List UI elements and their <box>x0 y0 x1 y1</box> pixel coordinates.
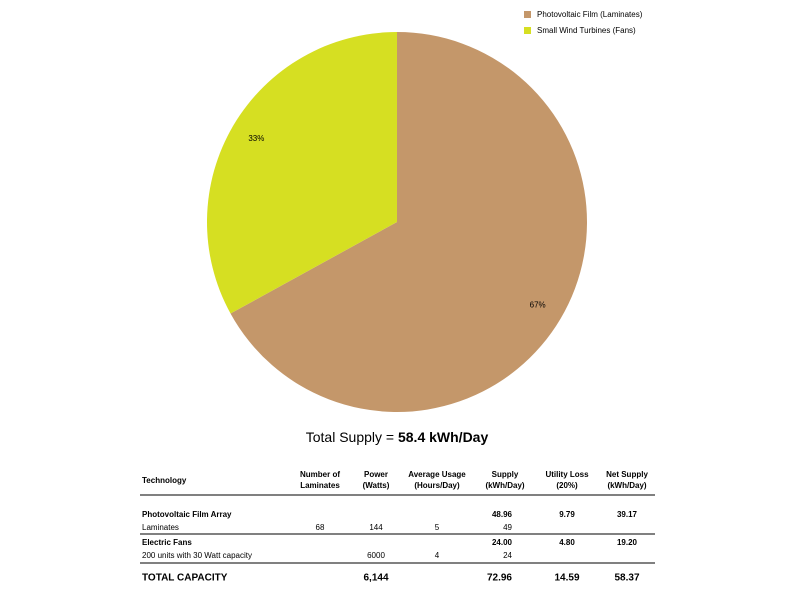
table-cell: 9.79 <box>559 510 575 519</box>
column-header: Laminates <box>300 481 340 490</box>
total-cell: 58.37 <box>614 573 639 584</box>
table-cell: 19.20 <box>617 538 638 547</box>
table-cell: 6000 <box>367 551 385 560</box>
table-cell: 144 <box>369 523 383 532</box>
column-header: Power <box>364 470 388 479</box>
table-cell: Photovoltaic Film Array <box>142 510 232 519</box>
total-cell: 6,144 <box>363 573 388 584</box>
legend-label: Small Wind Turbines (Fans) <box>537 26 636 35</box>
slice-label: 33% <box>248 134 264 143</box>
column-header: Utility Loss <box>545 470 589 479</box>
pie-slice <box>230 32 588 412</box>
legend-swatch <box>524 11 531 18</box>
total-cell: TOTAL CAPACITY <box>142 573 228 584</box>
table-cell: Electric Fans <box>142 538 192 547</box>
table-cell: 48.96 <box>492 510 513 519</box>
column-header: Average Usage <box>408 470 466 479</box>
total-supply-label: Total Supply = <box>306 429 394 445</box>
column-header: (Hours/Day) <box>414 481 460 490</box>
total-supply-value: 58.4 kWh/Day <box>398 429 488 445</box>
column-header: Technology <box>142 476 187 485</box>
table-cell: 68 <box>316 523 325 532</box>
legend-swatch <box>524 27 531 34</box>
column-header: (kWh/Day) <box>607 481 646 490</box>
table-cell: 24 <box>503 551 512 560</box>
table-cell: 4.80 <box>559 538 575 547</box>
pie-slice <box>206 32 397 314</box>
column-header: (kWh/Day) <box>485 481 524 490</box>
total-cell: 72.96 <box>487 573 512 584</box>
column-header: (Watts) <box>363 481 390 490</box>
column-header: Supply <box>492 470 519 479</box>
column-header: Number of <box>300 470 340 479</box>
table-cell: 24.00 <box>492 538 513 547</box>
table-cell: 49 <box>503 523 512 532</box>
slice-label: 67% <box>530 300 546 309</box>
table-cell: 200 units with 30 Watt capacity <box>142 551 252 560</box>
table-cell: Laminates <box>142 523 179 532</box>
column-header: (20%) <box>556 481 578 490</box>
column-header: Net Supply <box>606 470 648 479</box>
legend-label: Photovoltaic Film (Laminates) <box>537 10 643 19</box>
total-cell: 14.59 <box>554 573 579 584</box>
table-cell: 5 <box>435 523 440 532</box>
table-cell: 39.17 <box>617 510 638 519</box>
total-supply: Total Supply = 58.4 kWh/Day <box>306 429 489 445</box>
table-cell: 4 <box>435 551 440 560</box>
